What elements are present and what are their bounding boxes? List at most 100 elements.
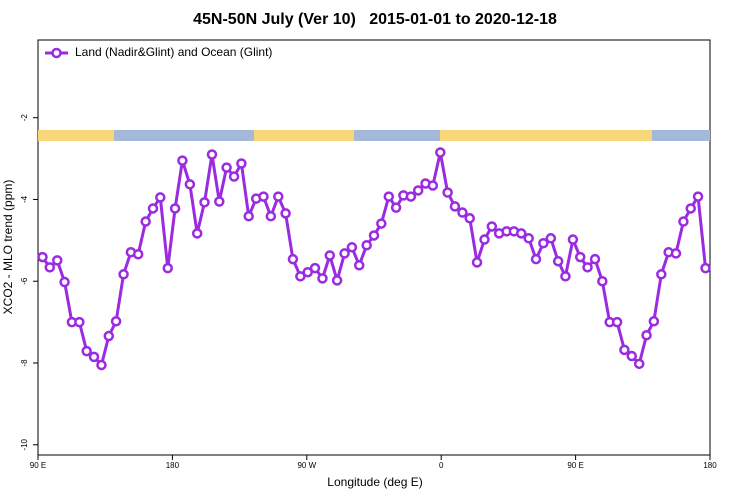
- point: [44, 262, 56, 273]
- point: [597, 275, 608, 287]
- point: [273, 191, 284, 202]
- land-ocean-strip: [38, 130, 710, 141]
- point: [412, 185, 424, 196]
- point: [287, 253, 299, 265]
- point: [177, 155, 188, 166]
- point: [309, 262, 321, 274]
- x-tick-label: 180: [703, 461, 717, 470]
- point: [545, 233, 557, 244]
- point: [530, 253, 542, 265]
- y-tick-label: -6: [20, 277, 29, 285]
- point: [243, 210, 254, 222]
- point: [37, 251, 48, 263]
- point: [324, 250, 336, 261]
- point: [692, 191, 704, 202]
- point: [567, 234, 579, 245]
- point: [280, 208, 291, 219]
- point: [479, 234, 490, 245]
- point: [221, 162, 232, 173]
- point: [265, 210, 277, 222]
- point: [449, 201, 461, 212]
- point: [103, 330, 115, 342]
- point: [147, 203, 159, 214]
- point: [302, 266, 313, 278]
- y-tick-label: -8: [20, 359, 29, 367]
- point: [486, 221, 498, 232]
- point: [317, 273, 328, 284]
- point: [88, 351, 100, 363]
- point: [383, 191, 395, 202]
- point: [442, 187, 453, 198]
- legend: Land (Nadir&Glint) and Ocean (Glint): [45, 45, 272, 59]
- point: [228, 171, 240, 182]
- point: [641, 329, 652, 341]
- point: [582, 262, 593, 273]
- point: [331, 275, 343, 286]
- point: [552, 255, 564, 267]
- point: [140, 216, 151, 227]
- point: [339, 248, 350, 259]
- point: [96, 359, 107, 371]
- y-axis-title: XCO2 - MLO trend (ppm): [1, 180, 15, 315]
- point: [515, 228, 527, 239]
- point: [457, 207, 468, 218]
- point: [52, 255, 63, 266]
- point: [700, 262, 711, 274]
- point: [155, 192, 166, 203]
- point: [589, 253, 601, 265]
- point: [346, 242, 358, 253]
- point: [81, 345, 92, 357]
- legend-marker: [51, 47, 62, 59]
- point: [191, 228, 203, 239]
- point: [538, 237, 549, 249]
- point: [471, 257, 483, 268]
- x-tick-label: 90 E: [30, 461, 46, 470]
- point: [656, 269, 667, 280]
- point: [353, 260, 365, 271]
- point: [162, 262, 174, 274]
- point: [258, 191, 269, 202]
- x-tick-label: 90 E: [567, 461, 583, 470]
- point: [132, 248, 144, 260]
- y-tick-label: -4: [20, 195, 29, 203]
- point: [361, 240, 372, 251]
- point: [236, 158, 247, 169]
- series-line: [41, 150, 708, 367]
- point: [184, 179, 196, 190]
- plot-frame: [37, 39, 711, 456]
- point: [523, 233, 534, 244]
- y-tick-label: -2: [20, 114, 29, 122]
- point: [74, 316, 85, 328]
- point: [648, 316, 660, 327]
- point: [626, 350, 637, 362]
- point: [390, 202, 402, 213]
- point: [685, 203, 696, 214]
- point: [427, 180, 439, 191]
- legend-label: Land (Nadir&Glint) and Ocean (Glint): [75, 45, 272, 59]
- x-axis-title: Longitude (deg E): [327, 475, 422, 489]
- point: [199, 197, 210, 208]
- ocean-band: [38, 130, 710, 141]
- point: [376, 218, 387, 229]
- point: [110, 316, 122, 327]
- point: [118, 269, 129, 280]
- land-band: [440, 130, 652, 141]
- point: [611, 316, 623, 328]
- point: [464, 213, 475, 224]
- point: [633, 358, 645, 370]
- land-band: [254, 130, 354, 141]
- point: [206, 149, 218, 160]
- point: [619, 344, 630, 356]
- point: [368, 230, 380, 241]
- y-tick-label: -10: [20, 438, 29, 450]
- point: [214, 196, 225, 207]
- x-tick-label: 90 W: [297, 461, 316, 470]
- land-band: [38, 130, 114, 141]
- point: [560, 271, 571, 282]
- point: [405, 191, 417, 202]
- point: [678, 216, 689, 227]
- point: [574, 251, 586, 263]
- point: [59, 276, 70, 288]
- point: [169, 203, 181, 214]
